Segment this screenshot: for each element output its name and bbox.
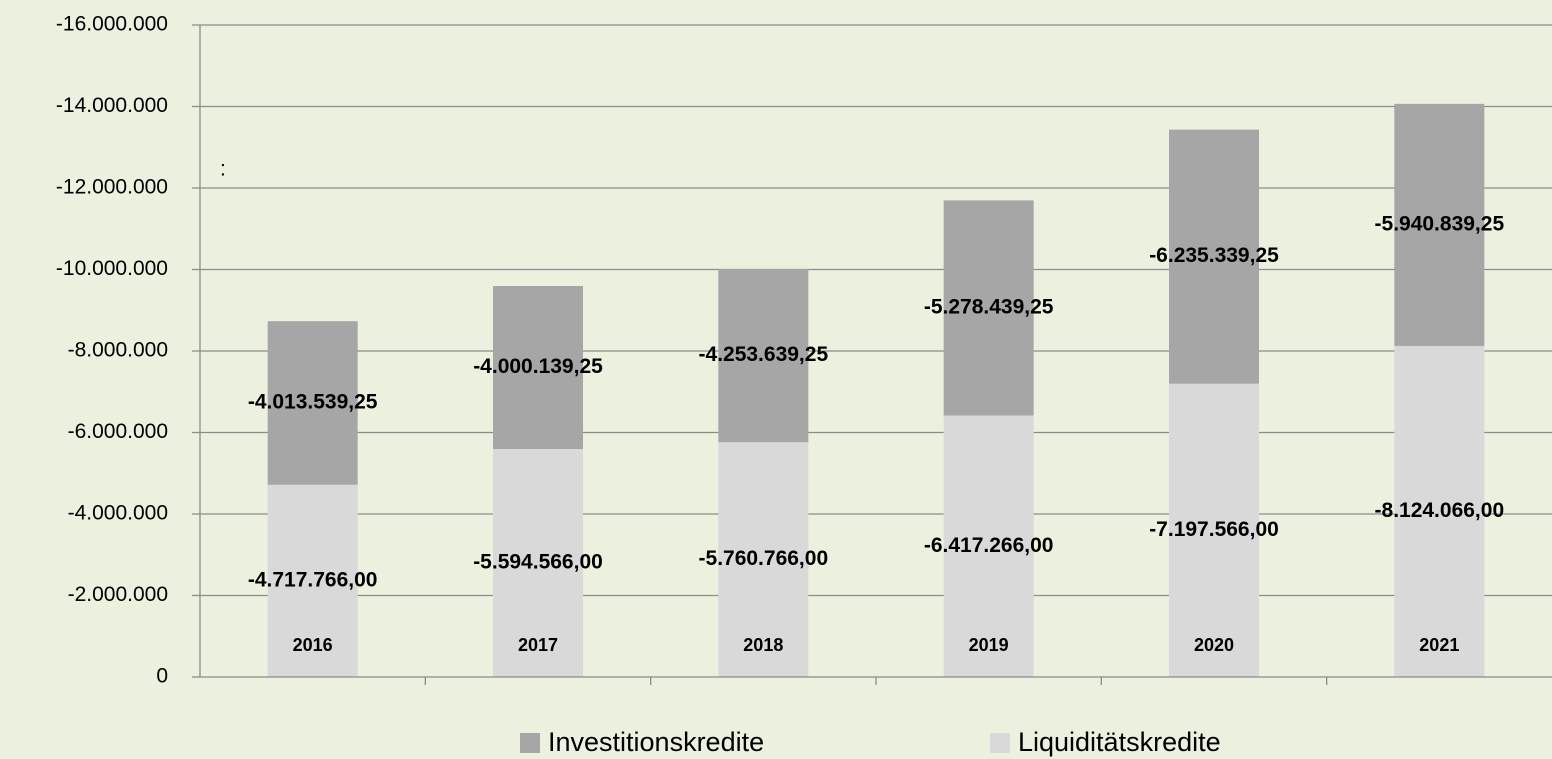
y-tick-label: -12.000.000 <box>56 176 168 199</box>
data-label: -4.253.639,25 <box>699 343 829 366</box>
x-tick-label: 2018 <box>743 635 783 655</box>
data-label: -7.197.566,00 <box>1149 518 1279 541</box>
x-tick-label: 2016 <box>293 635 333 655</box>
legend-swatch <box>520 733 540 753</box>
x-tick-label: 2019 <box>969 635 1009 655</box>
legend-swatch <box>990 733 1010 753</box>
data-label: -5.940.839,25 <box>1375 212 1505 235</box>
y-tick-label: -2.000.000 <box>68 583 168 606</box>
bar-segment <box>493 449 583 677</box>
legend-label: Liquiditätskredite <box>1018 727 1221 757</box>
data-label: -6.235.339,25 <box>1149 244 1279 267</box>
data-label: -6.417.266,00 <box>924 534 1054 557</box>
x-tick-label: 2021 <box>1419 635 1459 655</box>
y-tick-label: -10.000.000 <box>56 257 168 280</box>
y-tick-label: -8.000.000 <box>68 339 168 362</box>
bar-segment <box>1169 129 1259 384</box>
data-label: -5.278.439,25 <box>924 295 1054 318</box>
bar-segment <box>943 415 1034 677</box>
x-tick-label: 2020 <box>1194 635 1234 655</box>
data-label: -4.000.139,25 <box>473 355 603 378</box>
bar-segment <box>718 442 809 677</box>
bar-segment <box>718 268 809 443</box>
y-tick-label: -16.000.000 <box>56 13 168 36</box>
bar-segment <box>267 484 358 677</box>
data-label: -5.594.566,00 <box>473 551 603 574</box>
x-tick-label: 2017 <box>518 635 558 655</box>
annotation: : <box>220 158 226 181</box>
bar-segment <box>1169 383 1259 677</box>
bar-segment <box>1394 345 1485 677</box>
y-tick-label: -6.000.000 <box>68 420 168 443</box>
bar-segment <box>267 321 358 485</box>
bar-segment <box>1394 103 1485 346</box>
data-label: -4.013.539,25 <box>248 391 378 414</box>
y-tick-label: 0 <box>156 665 168 688</box>
bar-segment <box>943 200 1034 416</box>
data-label: -5.760.766,00 <box>699 547 829 570</box>
data-label: -8.124.066,00 <box>1375 499 1505 522</box>
legend-label: Investitionskredite <box>548 727 764 757</box>
y-tick-label: -4.000.000 <box>68 502 168 525</box>
data-label: -4.717.766,00 <box>248 568 378 591</box>
bar-segment <box>493 286 583 450</box>
y-tick-label: -14.000.000 <box>56 94 168 117</box>
